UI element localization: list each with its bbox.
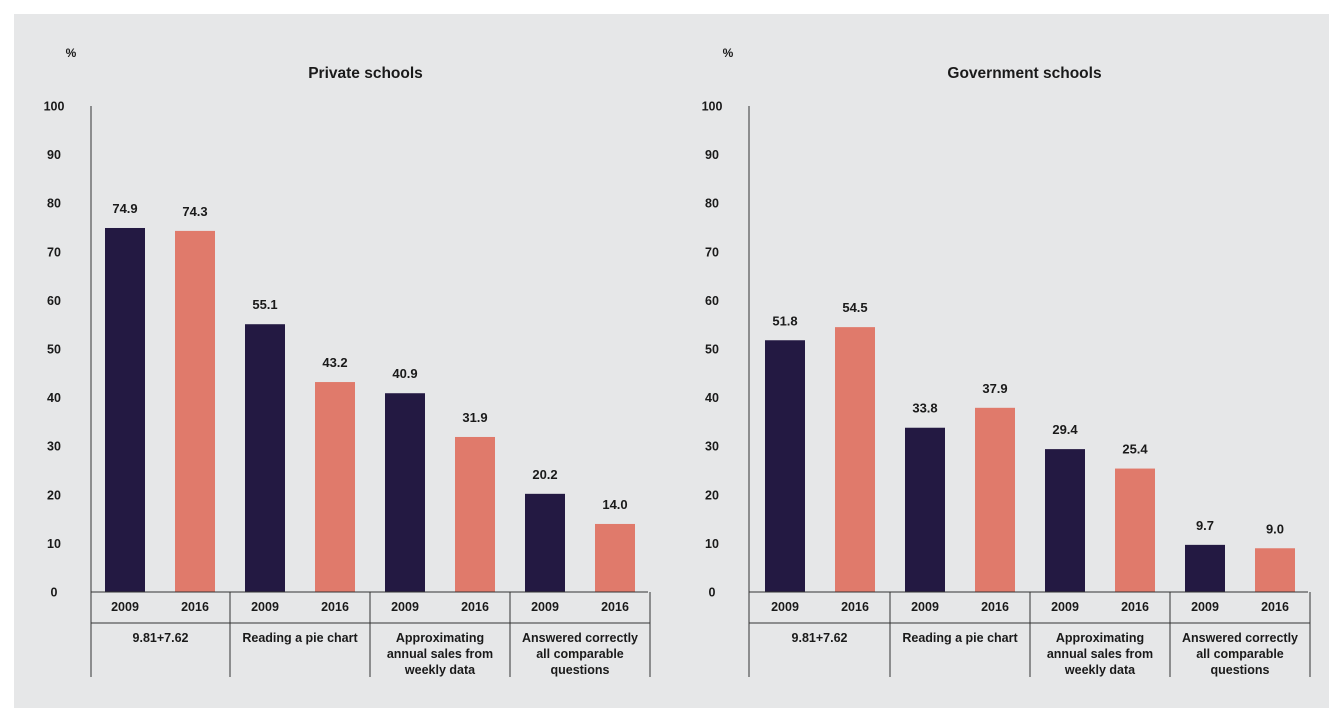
y-tick-label: 30: [705, 440, 719, 454]
y-tick-label: 100: [702, 100, 723, 114]
x-group-label: all comparable: [1196, 647, 1284, 661]
x-tick-label-year: 2009: [771, 600, 799, 614]
bar-2016-4: [595, 523, 635, 592]
data-label: 25.4: [1122, 442, 1148, 457]
bar-2009-4: [525, 493, 565, 592]
bar-2016-2: [975, 407, 1015, 592]
x-tick-label-year: 2009: [531, 600, 559, 614]
x-tick-label-year: 2016: [461, 600, 489, 614]
x-group-label: Approximating: [396, 631, 484, 645]
bar-2009-2: [245, 324, 285, 592]
x-tick-label-year: 2016: [1121, 600, 1149, 614]
bar-2009-3: [385, 393, 425, 592]
x-group-label: weekly data: [404, 663, 476, 677]
bar-2016-3: [455, 436, 495, 592]
y-tick-label: 40: [705, 391, 719, 405]
data-label: 33.8: [912, 401, 937, 416]
data-label: 9.0: [1266, 521, 1284, 536]
x-group-label: annual sales from: [1047, 647, 1153, 661]
y-tick-label: 0: [709, 586, 716, 600]
x-group-label: questions: [1210, 663, 1269, 677]
x-tick-label-year: 2009: [391, 600, 419, 614]
x-tick-label-year: 2009: [251, 600, 279, 614]
government-schools-chart: % Government schools 0 10 20 30 40 50 60 70 80 90 10…: [702, 46, 1311, 677]
bar-2016-2: [315, 382, 355, 592]
x-group-label: all comparable: [536, 647, 624, 661]
data-label: 55.1: [252, 297, 277, 312]
x-group-label: Answered correctly: [1182, 631, 1298, 645]
x-tick-label-year: 2016: [321, 600, 349, 614]
data-label: 74.9: [112, 201, 137, 216]
y-tick-label: 50: [705, 343, 719, 357]
data-label: 37.9: [982, 381, 1007, 396]
x-tick-label-year: 2016: [181, 600, 209, 614]
y-axis-unit-label: %: [66, 46, 77, 60]
y-tick-label: 20: [705, 488, 719, 502]
bar-2016-4: [1255, 548, 1295, 592]
data-label: 29.4: [1052, 422, 1078, 437]
y-tick-label: 10: [705, 537, 719, 551]
y-tick-label: 10: [47, 537, 61, 551]
y-tick-label: 20: [47, 488, 61, 502]
x-tick-label-year: 2009: [111, 600, 139, 614]
y-tick-label: 60: [47, 294, 61, 308]
x-group-label: Approximating: [1056, 631, 1144, 645]
data-label: 40.9: [392, 366, 417, 381]
x-group-label: weekly data: [1064, 663, 1136, 677]
y-tick-label: 40: [47, 391, 61, 405]
data-label: 9.7: [1196, 518, 1214, 533]
y-tick-label: 30: [47, 440, 61, 454]
x-group-label: Reading a pie chart: [902, 631, 1018, 645]
y-tick-label: 0: [51, 586, 58, 600]
chart-title: Private schools: [308, 65, 423, 82]
x-group-label: Answered correctly: [522, 631, 638, 645]
x-tick-label-year: 2016: [841, 600, 869, 614]
x-tick-label-year: 2009: [911, 600, 939, 614]
charts-svg: %Private schools010203040506070809010074…: [44, 46, 1311, 677]
chart-canvas: % Private schools 0 10 20 30 40 50 60 70 80 90 100 74…: [14, 14, 1329, 708]
y-tick-label: 60: [705, 294, 719, 308]
data-label: 54.5: [842, 300, 867, 315]
y-tick-label: 70: [47, 245, 61, 259]
x-group-label: questions: [550, 663, 609, 677]
bar-2009-2: [905, 427, 945, 592]
x-group-label: annual sales from: [387, 647, 493, 661]
x-group-label: Reading a pie chart: [242, 631, 358, 645]
bar-2016-1: [175, 230, 215, 593]
y-axis-unit-label: %: [723, 46, 734, 60]
y-tick-label: 80: [705, 197, 719, 211]
bar-2009-1: [765, 340, 805, 592]
data-label: 51.8: [772, 313, 797, 328]
bar-2009-1: [105, 227, 145, 592]
x-tick-label-year: 2016: [1261, 600, 1289, 614]
data-label: 14.0: [602, 497, 627, 512]
chart-title: Government schools: [947, 65, 1101, 82]
y-tick-label: 80: [47, 197, 61, 211]
data-label: 20.2: [532, 467, 557, 482]
data-label: 43.2: [322, 355, 347, 370]
y-tick-label: 90: [47, 148, 61, 162]
x-tick-label-year: 2009: [1191, 600, 1219, 614]
bar-2016-3: [1115, 468, 1155, 592]
x-tick-label-year: 2016: [601, 600, 629, 614]
x-tick-label-year: 2009: [1051, 600, 1079, 614]
x-group-label: 9.81+7.62: [792, 631, 848, 645]
bar-2009-3: [1045, 449, 1085, 592]
bar-2009-4: [1185, 544, 1225, 592]
x-tick-label-year: 2016: [981, 600, 1009, 614]
data-label: 31.9: [462, 410, 487, 425]
x-group-label: 9.81+7.62: [133, 631, 189, 645]
y-tick-label: 90: [705, 148, 719, 162]
data-label: 74.3: [182, 204, 207, 219]
y-tick-label: 70: [705, 245, 719, 259]
private-schools-chart: % Private schools 0 10 20 30 40 50 60 70 80 90 100 74…: [44, 46, 651, 677]
y-tick-label: 100: [44, 100, 65, 114]
y-tick-label: 50: [47, 343, 61, 357]
bar-2016-1: [835, 327, 875, 592]
